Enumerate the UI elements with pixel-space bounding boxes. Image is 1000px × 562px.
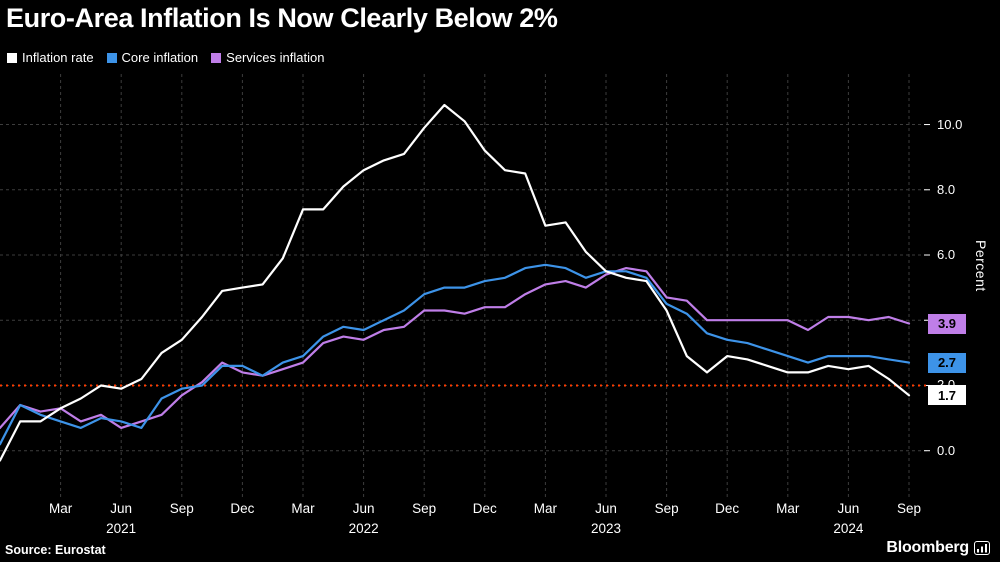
y-axis-tick-label: 6.0 <box>937 247 956 262</box>
x-axis-year-label: 2022 <box>348 521 379 536</box>
bloomberg-mark-icon <box>974 541 990 555</box>
end-value-badge: 3.9 <box>928 313 966 334</box>
legend-swatch-icon <box>211 52 222 63</box>
x-axis-tick-label: Mar <box>48 501 73 516</box>
y-axis-title: Percent <box>973 240 989 292</box>
x-axis-year-label: 2023 <box>590 521 622 536</box>
x-axis-tick-label: Dec <box>715 501 740 516</box>
x-axis-year-label: 2021 <box>106 521 137 536</box>
bloomberg-wordmark: Bloomberg <box>886 539 969 556</box>
source-attribution: Source: Eurostat <box>5 543 106 557</box>
x-axis-tick-label: Sep <box>654 501 679 516</box>
x-axis-year-label: 2024 <box>833 521 864 536</box>
y-axis-tick-label: 10.0 <box>937 116 963 132</box>
x-axis-tick-label: Jun <box>837 501 860 516</box>
bloomberg-logo: Bloomberg <box>886 539 990 557</box>
legend-swatch-icon <box>7 52 17 63</box>
x-axis-tick-label: Jun <box>352 501 375 516</box>
x-axis-tick-label: Dec <box>230 501 255 516</box>
legend-swatch-icon <box>106 52 117 63</box>
legend-label: Services inflation <box>226 50 325 65</box>
x-axis-tick-label: Mar <box>533 501 558 516</box>
x-axis-tick-label: Sep <box>412 501 437 516</box>
legend-item: Inflation rate <box>7 50 94 65</box>
x-axis-tick-label: Mar <box>291 501 315 516</box>
chart-legend: Inflation rate Core inflation Services inf… <box>7 50 324 65</box>
x-axis-tick-label: Dec <box>472 501 497 516</box>
x-axis-tick-label: Jun <box>595 501 617 516</box>
line-chart-plot <box>0 74 930 498</box>
y-axis-tick-label: 8.0 <box>937 181 956 197</box>
legend-label: Inflation rate <box>22 50 94 65</box>
end-value-badge: 1.7 <box>928 385 966 406</box>
x-axis-tick-label: Sep <box>896 501 922 516</box>
legend-item: Core inflation <box>106 50 199 65</box>
x-axis-tick-label: Mar <box>776 501 800 516</box>
chart-title: Euro-Area Inflation Is Now Clearly Below… <box>6 3 558 33</box>
x-axis-tick-label: Sep <box>169 501 194 516</box>
y-axis-tick-label: 0.0 <box>937 442 956 458</box>
end-value-badge: 2.7 <box>928 352 966 373</box>
legend-label: Core inflation <box>121 50 199 65</box>
x-axis-tick-label: Jun <box>110 501 133 516</box>
legend-item: Services inflation <box>211 50 324 65</box>
